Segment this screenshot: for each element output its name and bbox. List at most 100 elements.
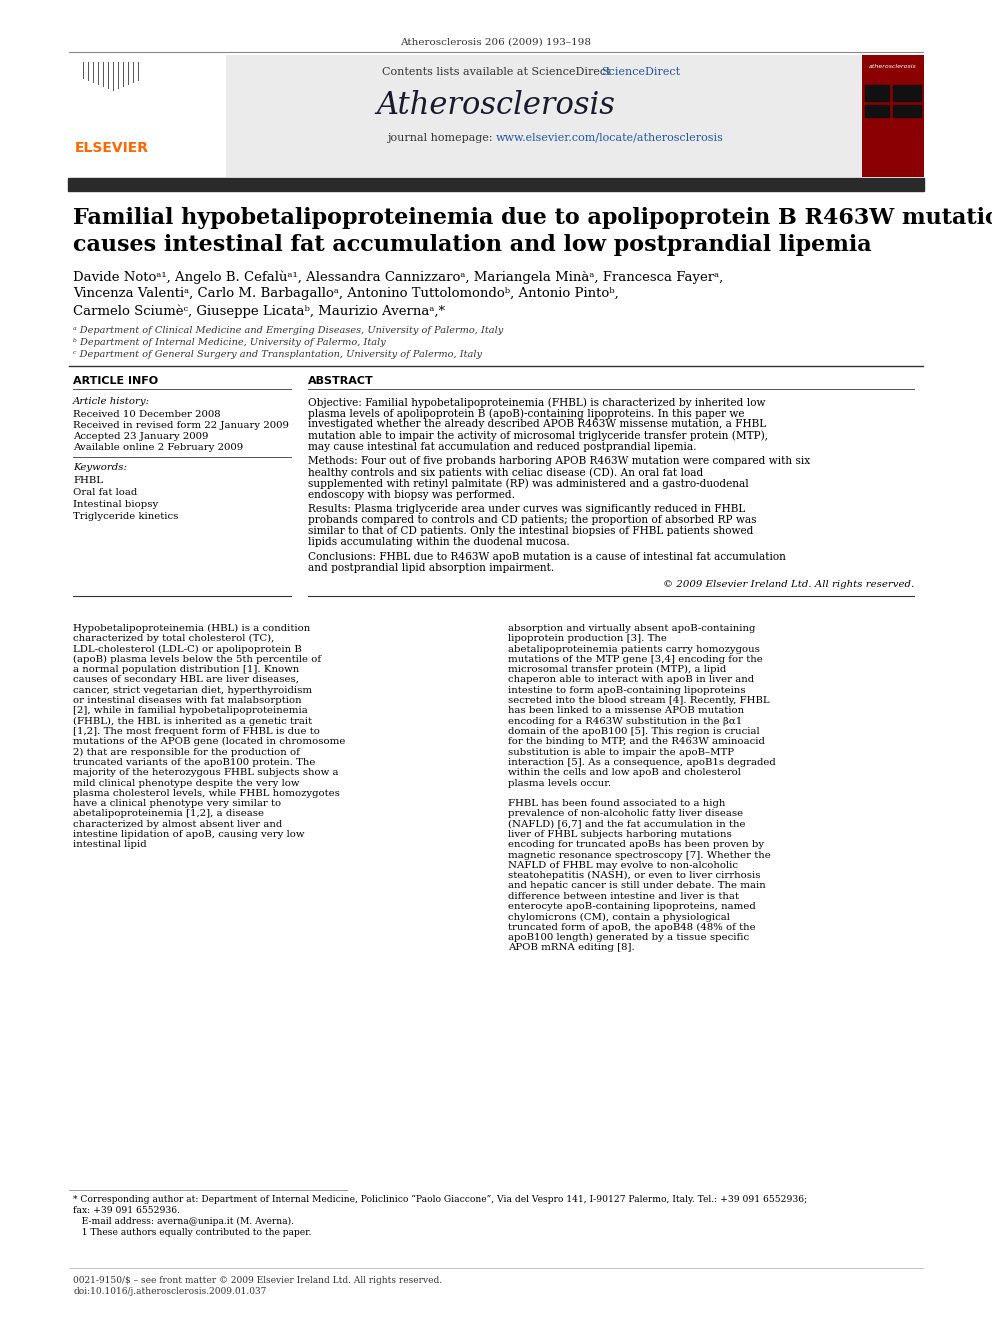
Text: Oral fat load: Oral fat load (73, 488, 137, 497)
Text: causes intestinal fat accumulation and low postprandial lipemia: causes intestinal fat accumulation and l… (73, 234, 872, 255)
Text: Atherosclerosis 206 (2009) 193–198: Atherosclerosis 206 (2009) 193–198 (401, 38, 591, 48)
Text: (NAFLD) [6,7] and the fat accumulation in the: (NAFLD) [6,7] and the fat accumulation i… (508, 820, 746, 828)
Text: supplemented with retinyl palmitate (RP) was administered and a gastro-duodenal: supplemented with retinyl palmitate (RP)… (308, 479, 749, 490)
Text: Familial hypobetalipoproteinemia due to apolipoprotein B R463W mutation: Familial hypobetalipoproteinemia due to … (73, 206, 992, 229)
Bar (893, 85, 921, 101)
Text: 0021-9150/$ – see front matter © 2009 Elsevier Ireland Ltd. All rights reserved.: 0021-9150/$ – see front matter © 2009 El… (73, 1275, 442, 1285)
Text: ABSTRACT: ABSTRACT (308, 376, 374, 386)
Text: apoB100 length) generated by a tissue specific: apoB100 length) generated by a tissue sp… (508, 933, 749, 942)
Text: truncated variants of the apoB100 protein. The: truncated variants of the apoB100 protei… (73, 758, 315, 767)
Text: chaperon able to interact with apoB in liver and: chaperon able to interact with apoB in l… (508, 676, 754, 684)
Text: Carmelo Sciumèᶜ, Giuseppe Licataᵇ, Maurizio Avernaᵃ,*: Carmelo Sciumèᶜ, Giuseppe Licataᵇ, Mauri… (73, 304, 445, 318)
Text: lipoprotein production [3]. The: lipoprotein production [3]. The (508, 634, 667, 643)
Text: * Corresponding author at: Department of Internal Medicine, Policlinico “Paolo G: * Corresponding author at: Department of… (73, 1195, 807, 1204)
Text: plasma levels of apolipoprotein B (apoB)-containing lipoproteins. In this paper : plasma levels of apolipoprotein B (apoB)… (308, 409, 745, 419)
Text: ELSEVIER: ELSEVIER (75, 142, 149, 155)
FancyBboxPatch shape (68, 56, 226, 177)
Text: mild clinical phenotype despite the very low: mild clinical phenotype despite the very… (73, 778, 300, 787)
Text: abetalipoproteinemia patients carry homozygous: abetalipoproteinemia patients carry homo… (508, 644, 760, 654)
Text: for the binding to MTP, and the R463W aminoacid: for the binding to MTP, and the R463W am… (508, 737, 765, 746)
Text: Conclusions: FHBL due to R463W apoB mutation is a cause of intestinal fat accumu: Conclusions: FHBL due to R463W apoB muta… (308, 552, 786, 561)
Text: majority of the heterozygous FHBL subjects show a: majority of the heterozygous FHBL subjec… (73, 769, 338, 777)
Text: [2], while in familial hypobetalipoproteinemia: [2], while in familial hypobetalipoprote… (73, 706, 308, 716)
Text: have a clinical phenotype very similar to: have a clinical phenotype very similar t… (73, 799, 281, 808)
Text: plasma levels occur.: plasma levels occur. (508, 778, 611, 787)
Text: abetalipoproteinemia [1,2], a disease: abetalipoproteinemia [1,2], a disease (73, 810, 264, 819)
Text: ScienceDirect: ScienceDirect (601, 67, 681, 77)
Text: ᶜ Department of General Surgery and Transplantation, University of Palermo, Ital: ᶜ Department of General Surgery and Tran… (73, 351, 482, 359)
FancyBboxPatch shape (862, 56, 924, 177)
Text: www.elsevier.com/locate/atherosclerosis: www.elsevier.com/locate/atherosclerosis (496, 134, 724, 143)
Text: microsomal transfer protein (MTP), a lipid: microsomal transfer protein (MTP), a lip… (508, 665, 726, 675)
Text: ᵇ Department of Internal Medicine, University of Palermo, Italy: ᵇ Department of Internal Medicine, Unive… (73, 337, 386, 347)
Text: mutations of the APOB gene (located in chromosome: mutations of the APOB gene (located in c… (73, 737, 345, 746)
Text: or intestinal diseases with fat malabsorption: or intestinal diseases with fat malabsor… (73, 696, 302, 705)
Text: Received 10 December 2008: Received 10 December 2008 (73, 410, 220, 419)
Text: Results: Plasma triglyceride area under curves was significantly reduced in FHBL: Results: Plasma triglyceride area under … (308, 504, 745, 513)
Text: journal homepage:: journal homepage: (387, 134, 496, 143)
Bar (893, 105, 921, 116)
Text: Accepted 23 January 2009: Accepted 23 January 2009 (73, 433, 208, 441)
Text: domain of the apoB100 [5]. This region is crucial: domain of the apoB100 [5]. This region i… (508, 728, 760, 736)
Text: chylomicrons (CM), contain a physiological: chylomicrons (CM), contain a physiologic… (508, 913, 730, 922)
Text: a normal population distribution [1]. Known: a normal population distribution [1]. Kn… (73, 665, 300, 675)
Text: truncated form of apoB, the apoB48 (48% of the: truncated form of apoB, the apoB48 (48% … (508, 922, 756, 931)
Text: NAFLD of FHBL may evolve to non-alcoholic: NAFLD of FHBL may evolve to non-alcoholi… (508, 861, 738, 871)
Text: prevalence of non-alcoholic fatty liver disease: prevalence of non-alcoholic fatty liver … (508, 810, 743, 819)
Text: Methods: Four out of five probands harboring APOB R463W mutation were compared w: Methods: Four out of five probands harbo… (308, 456, 810, 466)
Text: within the cells and low apoB and cholesterol: within the cells and low apoB and choles… (508, 769, 741, 777)
Text: absorption and virtually absent apoB-containing: absorption and virtually absent apoB-con… (508, 624, 755, 632)
Text: substitution is able to impair the apoB–MTP: substitution is able to impair the apoB–… (508, 747, 734, 757)
Text: Article history:: Article history: (73, 397, 150, 406)
Text: lipids accumulating within the duodenal mucosa.: lipids accumulating within the duodenal … (308, 537, 569, 548)
Text: Davide Notoᵃ¹, Angelo B. Cefalùᵃ¹, Alessandra Cannizzaroᵃ, Mariangela Minàᵃ, Fra: Davide Notoᵃ¹, Angelo B. Cefalùᵃ¹, Aless… (73, 270, 723, 283)
Text: Contents lists available at ScienceDirect: Contents lists available at ScienceDirec… (382, 67, 610, 77)
Text: 2) that are responsible for the production of: 2) that are responsible for the producti… (73, 747, 300, 757)
Text: cancer, strict vegetarian diet, hyperthyroidism: cancer, strict vegetarian diet, hyperthy… (73, 685, 312, 695)
Text: steatohepatitis (NASH), or even to liver cirrhosis: steatohepatitis (NASH), or even to liver… (508, 872, 761, 880)
Text: similar to that of CD patients. Only the intestinal biopsies of FHBL patients sh: similar to that of CD patients. Only the… (308, 527, 753, 536)
Text: may cause intestinal fat accumulation and reduced postprandial lipemia.: may cause intestinal fat accumulation an… (308, 442, 696, 451)
Text: healthy controls and six patients with celiac disease (CD). An oral fat load: healthy controls and six patients with c… (308, 467, 703, 478)
Text: (FHBL), the HBL is inherited as a genetic trait: (FHBL), the HBL is inherited as a geneti… (73, 717, 312, 726)
Text: endoscopy with biopsy was performed.: endoscopy with biopsy was performed. (308, 490, 515, 500)
Text: intestinal lipid: intestinal lipid (73, 840, 147, 849)
Text: difference between intestine and liver is that: difference between intestine and liver i… (508, 892, 739, 901)
Text: plasma cholesterol levels, while FHBL homozygotes: plasma cholesterol levels, while FHBL ho… (73, 789, 340, 798)
Text: intestine lipidation of apoB, causing very low: intestine lipidation of apoB, causing ve… (73, 830, 305, 839)
FancyBboxPatch shape (68, 56, 924, 177)
Text: characterized by almost absent liver and: characterized by almost absent liver and (73, 820, 283, 828)
Text: investigated whether the already described APOB R463W missense mutation, a FHBL: investigated whether the already describ… (308, 419, 766, 430)
Text: interaction [5]. As a consequence, apoB1s degraded: interaction [5]. As a consequence, apoB1… (508, 758, 776, 767)
Text: ᵃ Department of Clinical Medicine and Emerging Diseases, University of Palermo, : ᵃ Department of Clinical Medicine and Em… (73, 325, 503, 335)
Text: secreted into the blood stream [4]. Recently, FHBL: secreted into the blood stream [4]. Rece… (508, 696, 770, 705)
Text: encoding for truncated apoBs has been proven by: encoding for truncated apoBs has been pr… (508, 840, 764, 849)
Text: Atherosclerosis: Atherosclerosis (377, 90, 615, 120)
Text: Keywords:: Keywords: (73, 463, 127, 472)
Text: APOB mRNA editing [8].: APOB mRNA editing [8]. (508, 943, 635, 953)
Text: Received in revised form 22 January 2009: Received in revised form 22 January 2009 (73, 421, 289, 430)
Text: characterized by total cholesterol (TC),: characterized by total cholesterol (TC), (73, 634, 275, 643)
Text: mutation able to impair the activity of microsomal triglyceride transfer protein: mutation able to impair the activity of … (308, 430, 768, 441)
Bar (865, 105, 889, 116)
Text: causes of secondary HBL are liver diseases,: causes of secondary HBL are liver diseas… (73, 676, 299, 684)
Bar (865, 85, 889, 101)
Text: enterocyte apoB-containing lipoproteins, named: enterocyte apoB-containing lipoproteins,… (508, 902, 756, 912)
Text: magnetic resonance spectroscopy [7]. Whether the: magnetic resonance spectroscopy [7]. Whe… (508, 851, 771, 860)
Text: Hypobetalipoproteinemia (HBL) is a condition: Hypobetalipoproteinemia (HBL) is a condi… (73, 624, 310, 634)
Text: liver of FHBL subjects harboring mutations: liver of FHBL subjects harboring mutatio… (508, 830, 732, 839)
Text: intestine to form apoB-containing lipoproteins: intestine to form apoB-containing lipopr… (508, 685, 746, 695)
Text: Available online 2 February 2009: Available online 2 February 2009 (73, 443, 243, 452)
Text: ARTICLE INFO: ARTICLE INFO (73, 376, 158, 386)
Text: atherosclerosis: atherosclerosis (869, 65, 917, 70)
Text: © 2009 Elsevier Ireland Ltd. All rights reserved.: © 2009 Elsevier Ireland Ltd. All rights … (663, 579, 914, 589)
Text: LDL-cholesterol (LDL-C) or apolipoprotein B: LDL-cholesterol (LDL-C) or apolipoprotei… (73, 644, 302, 654)
Text: mutations of the MTP gene [3,4] encoding for the: mutations of the MTP gene [3,4] encoding… (508, 655, 763, 664)
Text: has been linked to a missense APOB mutation: has been linked to a missense APOB mutat… (508, 706, 744, 716)
Text: E-mail address: averna@unipa.it (M. Averna).: E-mail address: averna@unipa.it (M. Aver… (73, 1217, 294, 1226)
Bar (68, 179, 924, 191)
Text: probands compared to controls and CD patients; the proportion of absorbed RP was: probands compared to controls and CD pat… (308, 515, 757, 525)
Text: 1 These authors equally contributed to the paper.: 1 These authors equally contributed to t… (73, 1228, 311, 1237)
Text: Triglyceride kinetics: Triglyceride kinetics (73, 512, 179, 521)
Text: and postprandial lipid absorption impairment.: and postprandial lipid absorption impair… (308, 562, 555, 573)
